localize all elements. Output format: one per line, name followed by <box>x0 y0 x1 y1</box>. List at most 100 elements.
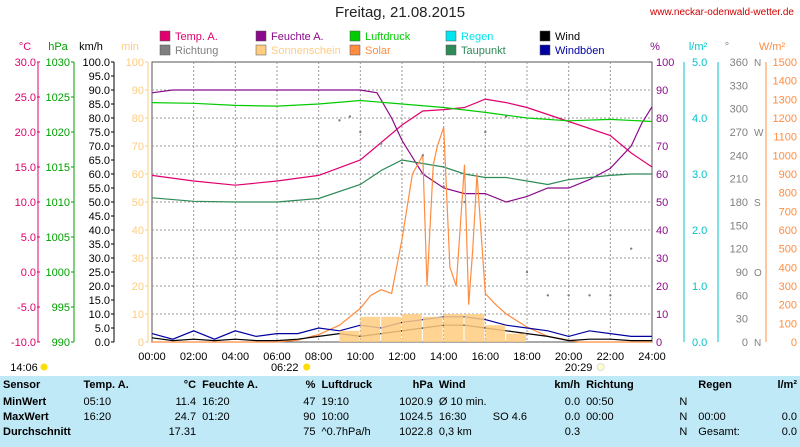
legend-label: Temp. A. <box>175 31 218 43</box>
sun-axis-tick: 40 <box>132 225 144 237</box>
sunshine-bar <box>443 314 464 342</box>
legend-label: Regen <box>461 31 493 43</box>
hum-axis-tick: 100 <box>656 57 674 69</box>
x-tick-label: 02:00 <box>180 351 208 363</box>
press-value: 1024.5 <box>399 410 433 423</box>
x-tick-label: 22:00 <box>597 351 625 363</box>
temp-axis-tick: 15.0 <box>15 162 36 174</box>
rain-time: 00:00 <box>698 410 726 423</box>
dir-letter: W <box>754 128 764 139</box>
sun-axis-tick: 20 <box>132 281 144 293</box>
sun-axis-tick: 80 <box>132 113 144 125</box>
series-line <box>151 159 652 203</box>
hdr-wind: Wind <box>438 379 466 391</box>
legend-swatch <box>159 44 171 56</box>
row-label: MaxWert <box>3 410 49 423</box>
solar-axis-tick: 800 <box>779 188 797 200</box>
sun-axis-tick: 90 <box>132 85 144 97</box>
solar-axis-tick: 1300 <box>773 94 797 106</box>
solar-axis-tick: 900 <box>779 169 797 181</box>
direction-point <box>588 294 591 297</box>
wind-b <box>490 424 543 439</box>
hdr-wind-unit: km/h <box>554 379 581 391</box>
press-time: 19:10 <box>321 395 349 408</box>
direction-point <box>359 130 362 134</box>
hdr-press: Luftdruck <box>321 379 373 391</box>
dir-value: N <box>679 395 688 408</box>
moon-time-label: 14:06 <box>10 362 38 374</box>
wind-a: 0,3 km <box>438 425 472 438</box>
dir-letter: S <box>754 198 761 209</box>
wind-axis-tick: 40.0 <box>89 225 110 237</box>
rain-axis-tick: 3.0 <box>692 169 707 181</box>
legend-label: Feuchte A. <box>271 31 324 43</box>
summary-table: Sensor Temp. A. °C Feuchte A. % Luftdruc… <box>0 376 800 447</box>
legend-label: Solar <box>365 45 391 57</box>
press-value: 1022.8 <box>399 425 433 438</box>
press-axis-tick: 1025 <box>46 92 70 104</box>
press-axis-tick: 995 <box>52 302 70 314</box>
rain-value: 0.0 <box>781 410 797 423</box>
series-line <box>151 99 653 123</box>
hum-unit: % <box>650 41 660 53</box>
legend-swatch <box>349 30 361 42</box>
legend-swatch <box>255 30 267 42</box>
dir-axis-tick: 30 <box>736 314 748 326</box>
temp-axis-tick: -5.0 <box>17 302 36 314</box>
hum-time <box>199 424 272 439</box>
sunshine-bar <box>464 314 485 342</box>
press-axis-tick: 1010 <box>46 197 70 209</box>
legend-label: Windböen <box>555 45 605 57</box>
direction-point <box>567 294 570 297</box>
dir-letter: N <box>754 338 761 349</box>
hum-axis-tick: 0 <box>656 337 662 349</box>
summary-row-avg: Durchschnitt 17.31 75 ^0.7hPa/h 1022.8 0… <box>0 424 800 439</box>
legend-label: Wind <box>555 31 580 43</box>
summary-row-min: MinWert 05:10 11.4 16:20 47 19:10 1020.9… <box>0 394 800 409</box>
x-tick-label: 24:00 <box>638 351 666 363</box>
wind-axis-tick: 30.0 <box>89 253 110 265</box>
wind-axis-tick: 65.0 <box>89 155 110 167</box>
solar-axis-tick: 200 <box>779 300 797 312</box>
wind-value: 0.0 <box>564 410 581 423</box>
x-tick-label: 06:00 <box>263 351 291 363</box>
legend-swatch <box>445 44 457 56</box>
dir-unit: ° <box>725 41 729 53</box>
wind-axis-tick: 60.0 <box>89 169 110 181</box>
rain-value: 0.0 <box>781 425 797 438</box>
wind-axis-tick: 75.0 <box>89 127 110 139</box>
hum-axis-tick: 70 <box>656 141 668 153</box>
temp-value: 11.4 <box>175 395 197 408</box>
sunrise-label: 06:22 <box>271 362 299 374</box>
site-link[interactable]: www.neckar-odenwald-wetter.de <box>650 7 794 18</box>
x-tick-label: 10:00 <box>347 351 375 363</box>
moon-time-icon <box>40 363 48 371</box>
wind-axis-tick: 50.0 <box>89 197 110 209</box>
hum-time: 01:20 <box>202 410 230 423</box>
dir-axis-tick: 270 <box>730 127 748 139</box>
direction-point <box>379 142 383 145</box>
dir-time <box>583 424 676 439</box>
x-tick-label: 12:00 <box>388 351 416 363</box>
legend-swatch <box>159 30 171 42</box>
dir-axis-tick: 210 <box>730 174 748 186</box>
wind-axis-tick: 5.0 <box>95 323 110 335</box>
dir-axis-tick: 0 <box>742 337 748 349</box>
hdr-hum: Feuchte A. <box>202 379 258 391</box>
dir-axis-tick: 90 <box>736 267 748 279</box>
hum-axis-tick: 20 <box>656 281 668 293</box>
row-label: MinWert <box>3 395 47 408</box>
dir-time: 00:50 <box>586 395 614 408</box>
sunshine-bar <box>381 316 401 342</box>
hum-axis-tick: 80 <box>656 113 668 125</box>
temp-axis-tick: 20.0 <box>15 127 36 139</box>
press-axis-tick: 990 <box>52 337 70 349</box>
rain-value <box>774 394 800 409</box>
sunshine-bar <box>422 316 443 342</box>
sunset-label: 20:29 <box>565 362 593 374</box>
series-layer <box>151 89 653 343</box>
x-tick-label: 18:00 <box>513 351 541 363</box>
sunshine-bar <box>360 316 381 342</box>
x-tick-label: 14:00 <box>430 351 458 363</box>
dir-value: N <box>679 425 688 438</box>
